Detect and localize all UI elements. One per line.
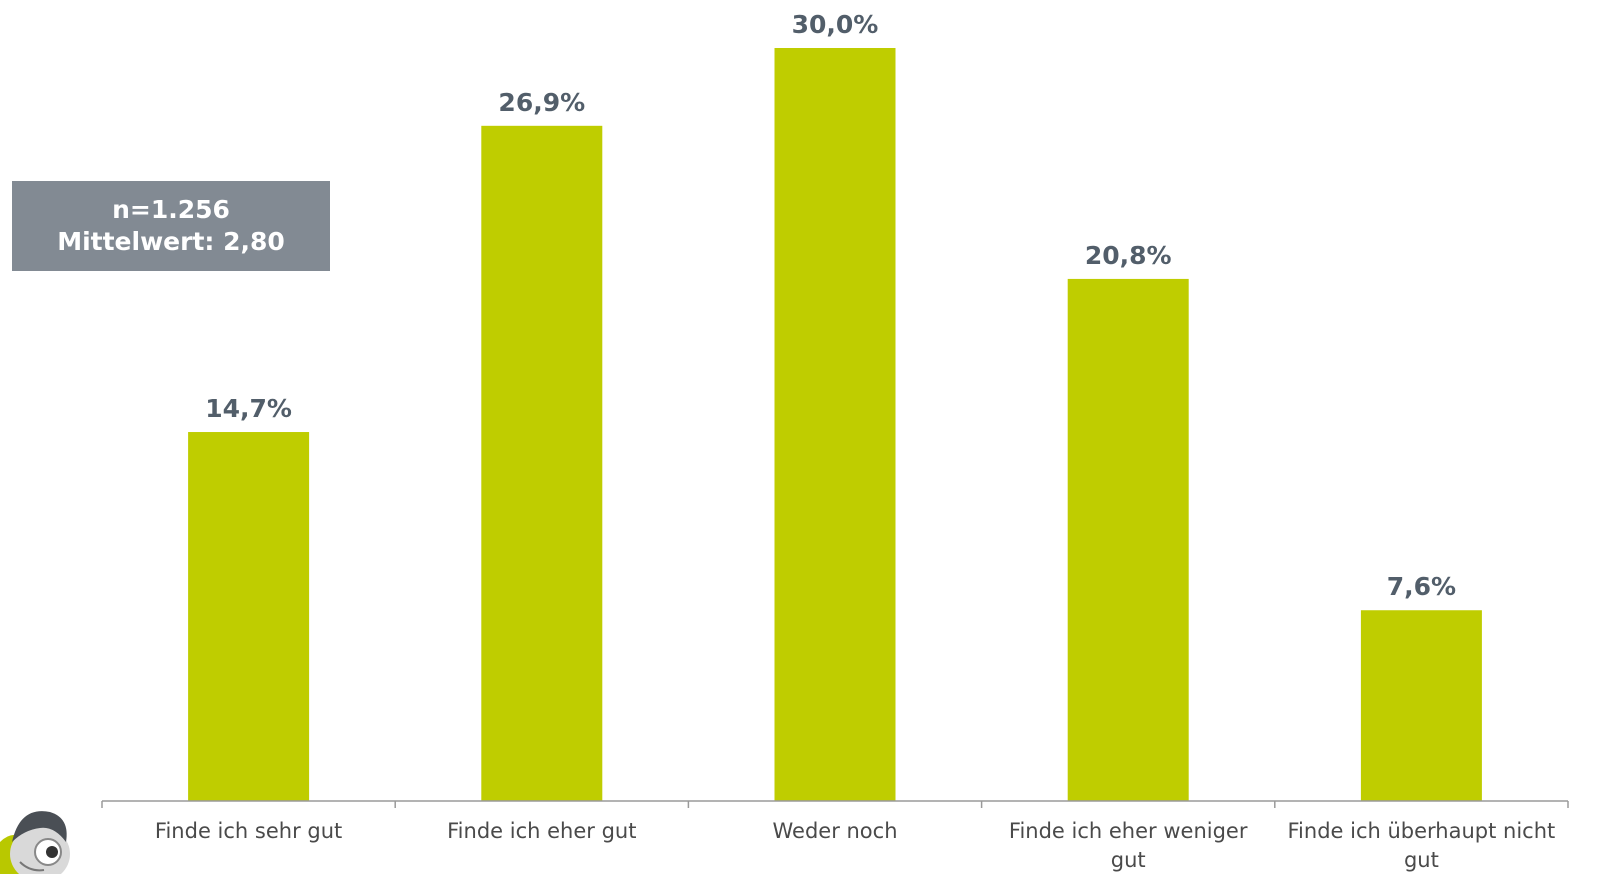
value-label-2: 26,9% <box>498 88 585 117</box>
value-label-4: 20,8% <box>1085 241 1172 270</box>
category-label-3: Weder noch <box>772 819 897 843</box>
sample-info-box: n=1.256 Mittelwert: 2,80 <box>12 181 330 271</box>
value-label-3: 30,0% <box>792 10 879 39</box>
bar-2 <box>481 125 603 801</box>
category-label-2: Finde ich eher gut <box>447 819 636 843</box>
bar-1 <box>188 432 310 801</box>
category-label-5: Finde ich überhaupt nicht gut <box>1288 819 1556 872</box>
bar-5 <box>1360 610 1482 801</box>
mascot-icon <box>0 811 70 874</box>
value-label-1: 14,7% <box>205 394 292 423</box>
category-label-4: Finde ich eher weniger gut <box>1009 819 1248 872</box>
sample-size-label: n=1.256 <box>112 195 230 224</box>
bar-3 <box>774 48 896 801</box>
bar-4 <box>1067 278 1189 801</box>
category-label-1: Finde ich sehr gut <box>155 819 342 843</box>
value-label-5: 7,6% <box>1387 572 1456 601</box>
mean-value-label: Mittelwert: 2,80 <box>57 227 285 256</box>
